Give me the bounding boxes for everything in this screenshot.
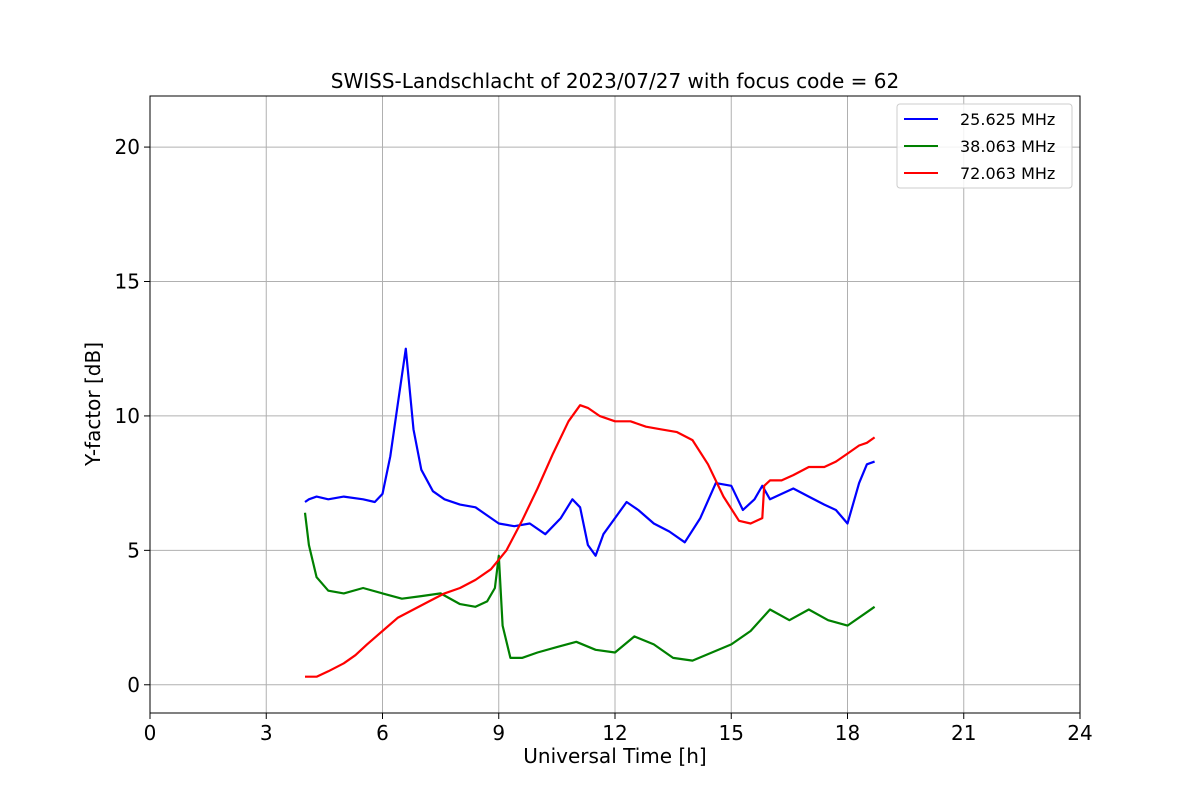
- chart-title: SWISS-Landschlacht of 2023/07/27 with fo…: [331, 69, 899, 93]
- x-tick-label: 3: [260, 721, 273, 745]
- x-tick-label: 0: [144, 721, 157, 745]
- x-tick-label: 6: [376, 721, 389, 745]
- x-tick-label: 12: [602, 721, 627, 745]
- x-tick-label: 18: [835, 721, 860, 745]
- series-line-2: [305, 404, 876, 678]
- legend-box: [896, 103, 1073, 189]
- legend: 25.625 MHz 38.063 MHz 72.063 MHz: [896, 103, 1073, 189]
- y-tick-label: 0: [127, 673, 140, 697]
- y-tick-label: 10: [115, 404, 140, 428]
- x-tick-label: 9: [492, 721, 505, 745]
- x-tick-label: 15: [719, 721, 744, 745]
- x-axis-ticks: 0 3 6 9 12 15 18 21 24: [144, 713, 1093, 745]
- x-tick-label: 21: [951, 721, 976, 745]
- y-axis-label: Y-factor [dB]: [81, 342, 105, 467]
- legend-label-1: 38.063 MHz: [960, 137, 1055, 156]
- legend-label-2: 72.063 MHz: [960, 164, 1055, 183]
- x-tick-label: 24: [1067, 721, 1092, 745]
- y-tick-label: 5: [127, 538, 140, 562]
- plot-series-group: [303, 347, 876, 678]
- y-tick-label: 15: [115, 270, 140, 294]
- series-line-0: [304, 347, 875, 557]
- y-tick-label: 20: [115, 135, 140, 159]
- x-axis-label: Universal Time [h]: [523, 744, 706, 768]
- legend-label-0: 25.625 MHz: [960, 110, 1055, 129]
- y-axis-ticks: 0 5 10 15 20: [115, 135, 150, 697]
- series-line-1: [303, 512, 876, 662]
